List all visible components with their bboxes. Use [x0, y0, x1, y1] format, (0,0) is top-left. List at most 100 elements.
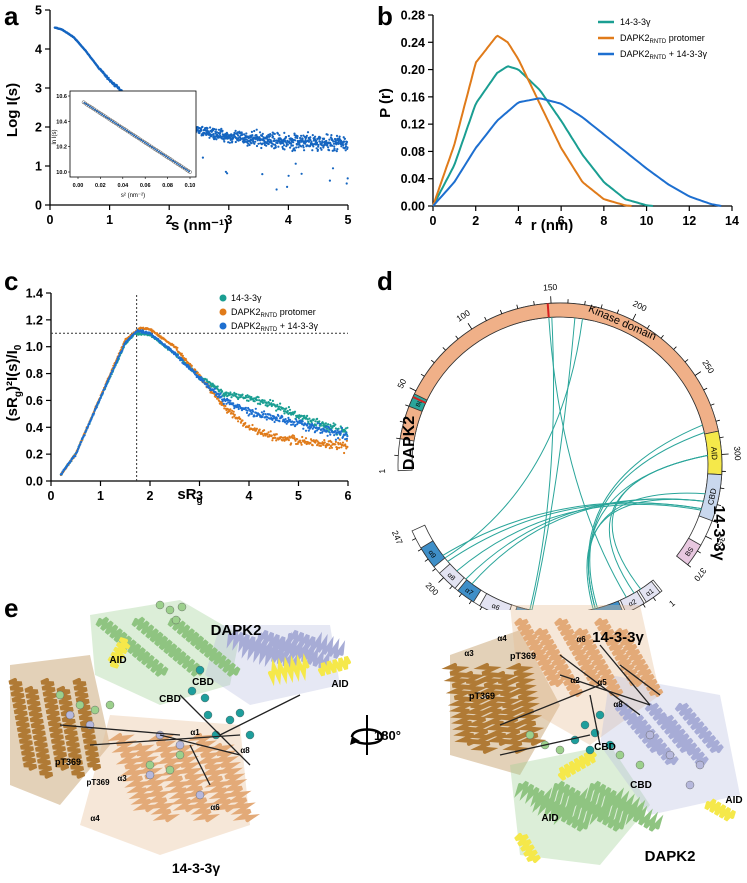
c-data-point-1: [270, 434, 273, 437]
bs-label: BS: [685, 546, 696, 558]
cbd-bead: [585, 745, 595, 755]
a-data-point: [299, 136, 302, 140]
c-data-point-2: [324, 425, 327, 428]
c-data-point-1: [318, 444, 321, 447]
c-data-point-2: [300, 420, 303, 423]
c-data-point-0: [325, 427, 329, 430]
c-data-point-2: [333, 434, 336, 437]
c-data-point-1: [231, 409, 234, 412]
c-data-point-2: [186, 363, 189, 367]
a-data-point: [345, 142, 348, 145]
a-data-point: [268, 135, 272, 138]
c-data-point-2: [284, 418, 287, 421]
crosslink-bead: [525, 730, 535, 740]
helix-label: α7: [463, 587, 474, 597]
panel-c-letter: c: [4, 266, 18, 296]
c-data-point-1: [172, 344, 175, 347]
a-data-point: [307, 140, 311, 143]
c-data-point-0: [235, 392, 238, 396]
c-data-point-2: [285, 422, 288, 425]
c-data-point-0: [230, 396, 233, 399]
c-data-point-1: [248, 424, 251, 427]
inset-point: [134, 135, 139, 140]
c-data-point-0: [245, 396, 248, 399]
c-data-point-1: [300, 441, 303, 444]
c-data-point-0: [316, 417, 319, 420]
c-data-point-2: [249, 409, 252, 412]
c-data-point-1: [288, 436, 292, 439]
c-data-point-1: [314, 441, 317, 444]
c-data-point-2: [111, 369, 114, 372]
c-data-point-0: [237, 397, 240, 401]
a-data-point: [243, 133, 246, 136]
b-y-tick-label: 0.08: [401, 145, 425, 159]
crosslink-bead: [55, 690, 65, 700]
c-data-point-0: [261, 401, 265, 404]
c-data-point-2: [321, 430, 324, 433]
a-data-point: [277, 145, 280, 148]
a-data-point: [217, 128, 221, 131]
c-data-point-1: [232, 410, 235, 413]
c-data-point-1: [338, 446, 341, 449]
a-data-point: [285, 145, 288, 148]
crosslink-curve: [548, 317, 627, 598]
c-data-point-2: [254, 407, 257, 410]
structure-right-label: AID: [725, 795, 742, 806]
kinase-domain-segment: [399, 302, 719, 442]
a-data-point: [304, 142, 307, 145]
c-data-point-2: [346, 435, 349, 438]
inset-point: [120, 126, 125, 130]
a-data-point: [201, 125, 204, 128]
a-data-point: [345, 182, 348, 185]
c-data-point-1: [311, 444, 314, 447]
dapk2-helix: [185, 631, 241, 677]
c-data-point-0: [285, 407, 288, 410]
c-data-point-1: [343, 451, 346, 455]
c-data-point-2: [335, 431, 339, 434]
c-data-point-0: [286, 409, 289, 413]
residue-mark: [412, 396, 427, 404]
crosslink-bead: [635, 760, 645, 770]
a-data-point: [287, 134, 290, 138]
dapk2-tick: [720, 487, 725, 490]
c-data-point-2: [194, 370, 197, 373]
dapk2-tick-label: 300: [732, 446, 743, 461]
b-x-tick-label: 4: [515, 214, 522, 228]
a-x-tick-label: 5: [345, 213, 352, 227]
c-data-point-0: [265, 402, 268, 405]
legend-1433: 14-3-3γ: [620, 17, 651, 27]
inset-point: [94, 108, 98, 113]
structure-right-label: pT369: [469, 691, 495, 701]
a-data-point: [333, 149, 336, 152]
inset-point: [181, 165, 185, 170]
cbd-bead: [235, 708, 245, 718]
structure-left: [8, 600, 351, 855]
c-y-tick-label: 0.0: [26, 475, 43, 489]
kinase-domain-label: Kinase domain: [586, 303, 657, 343]
a-data-point: [306, 131, 310, 134]
a-data-point: [221, 129, 224, 132]
panel-a-letter: a: [4, 1, 19, 31]
cbd-bead: [580, 720, 590, 730]
c-data-point-2: [340, 426, 343, 429]
a-y-tick-label: 4: [35, 43, 42, 57]
c-data-point-0: [221, 390, 224, 393]
a-data-point: [282, 144, 286, 147]
c-data-point-2: [345, 431, 348, 434]
structure-right-label: CBD: [594, 742, 616, 753]
dapk2-tick: [703, 387, 708, 391]
a-data-point: [328, 138, 331, 141]
b-x-tick-label: 8: [600, 214, 607, 228]
c-data-point-0: [288, 408, 292, 411]
crosslink-bead: [171, 615, 181, 625]
c-data-point-2: [246, 409, 249, 412]
c-data-point-1: [304, 437, 308, 440]
cbd-bead: [595, 710, 605, 720]
c-data-point-2: [295, 418, 298, 421]
c-y-tick-label: 0.4: [26, 421, 43, 435]
c-data-point-2: [219, 392, 222, 395]
c-data-point-2: [304, 429, 308, 432]
c-data-point-2: [69, 460, 72, 463]
c-data-point-2: [314, 430, 317, 433]
dapk2-tick-label: 50: [395, 377, 408, 390]
